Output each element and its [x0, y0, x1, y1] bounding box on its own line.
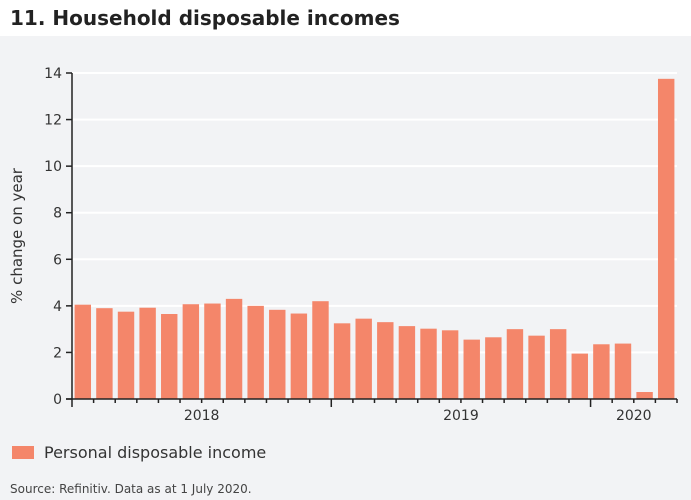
bar	[333, 323, 351, 399]
bar	[420, 328, 437, 399]
bar	[657, 78, 675, 400]
bar	[247, 305, 264, 399]
bar	[96, 308, 113, 399]
bar	[269, 309, 286, 399]
bar	[441, 330, 459, 399]
bar	[225, 298, 243, 399]
y-tick-label: 6	[53, 252, 62, 268]
bar	[182, 304, 200, 399]
bar	[593, 344, 610, 399]
x-year-label: 2019	[443, 408, 479, 424]
x-year-label: 2020	[616, 408, 652, 424]
bar	[117, 311, 135, 399]
bar	[355, 318, 372, 399]
bar	[398, 326, 416, 399]
y-tick-label: 0	[53, 392, 62, 408]
legend-label: Personal disposable income	[44, 443, 267, 462]
bar	[636, 392, 653, 399]
legend-swatch	[12, 446, 34, 459]
y-tick-label: 2	[53, 345, 62, 361]
chart-title-band: 11. Household disposable incomes	[0, 0, 691, 36]
bar	[74, 304, 92, 399]
y-tick-label: 8	[53, 206, 62, 222]
bar	[549, 329, 567, 399]
y-tick-label: 12	[44, 113, 62, 129]
bar	[139, 307, 156, 399]
legend: Personal disposable income	[12, 443, 266, 462]
bar	[204, 303, 221, 399]
bar	[571, 353, 588, 399]
bar	[485, 337, 502, 399]
bar	[161, 314, 178, 399]
y-tick-label: 4	[53, 299, 62, 315]
bar	[290, 313, 308, 399]
y-axis-label: % change on year	[8, 167, 26, 304]
source-note: Source: Refinitiv. Data as at 1 July 202…	[10, 482, 252, 496]
y-tick-label: 14	[44, 66, 62, 82]
bar	[312, 301, 329, 399]
x-year-label: 2018	[184, 408, 220, 424]
bar	[377, 322, 394, 399]
bar	[463, 339, 480, 399]
chart-title: 11. Household disposable incomes	[10, 6, 400, 30]
bar	[614, 343, 632, 399]
bar	[528, 335, 545, 399]
y-tick-label: 10	[44, 159, 62, 175]
bar	[506, 329, 524, 399]
